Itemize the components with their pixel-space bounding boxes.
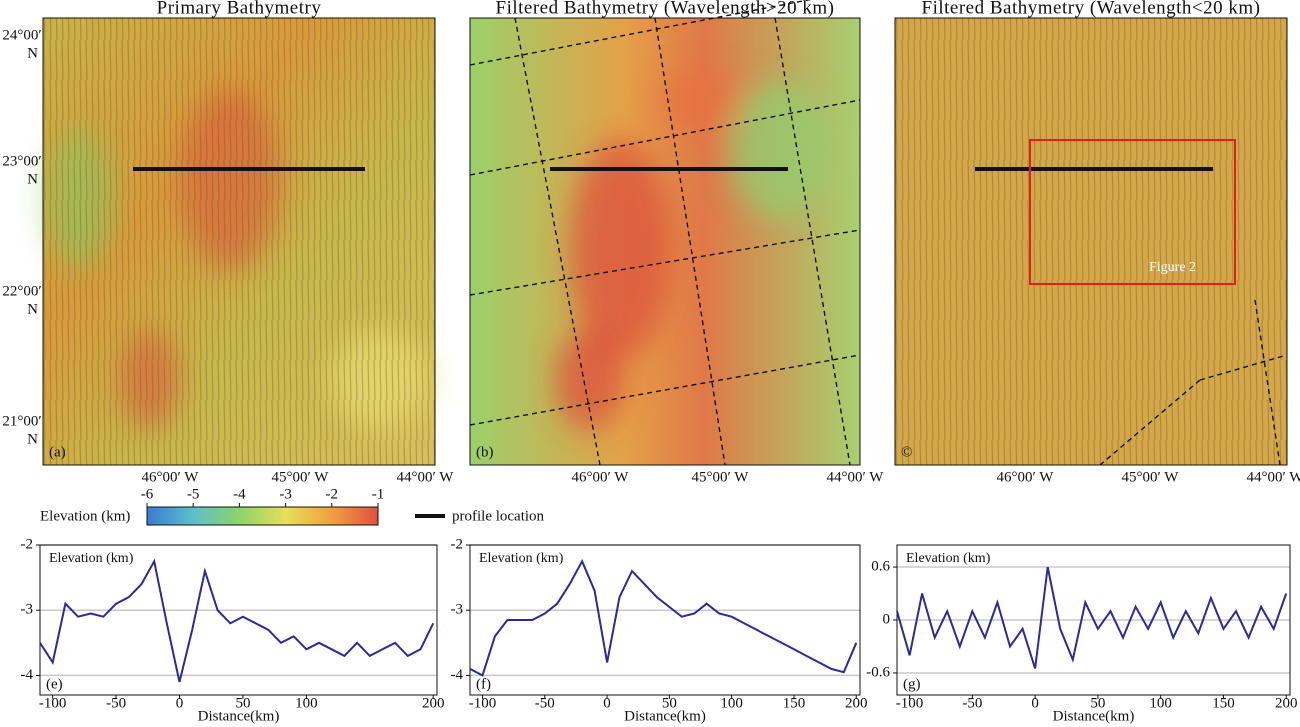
panel-label: (b) bbox=[476, 444, 494, 460]
x-tick-label: 0 bbox=[603, 695, 611, 711]
lat-label: 23°00′ bbox=[2, 153, 41, 169]
lon-label: 45°00′ W bbox=[692, 469, 750, 485]
colorbar bbox=[146, 506, 379, 526]
lon-label: 44°00′ W bbox=[827, 469, 885, 485]
panel-label: © bbox=[901, 444, 912, 460]
plot-frame bbox=[896, 544, 1291, 696]
x-tick-label: 200 bbox=[422, 695, 445, 711]
map-title: Filtered Bathymetry (Wavelength<20 km) bbox=[922, 0, 1261, 18]
panel-label: (f) bbox=[476, 676, 491, 692]
x-tick-label: 50 bbox=[1090, 695, 1105, 711]
lon-label: 46°00′ W bbox=[997, 469, 1055, 485]
lon-label: 46°00′ W bbox=[142, 469, 200, 485]
colorbar-label: Elevation (km) bbox=[40, 508, 130, 524]
inset-box bbox=[1029, 139, 1236, 285]
lat-hemisphere: N bbox=[27, 431, 38, 447]
profile-line bbox=[39, 558, 435, 683]
panel-label: (a) bbox=[49, 444, 66, 460]
y-tick-label: -0.6 bbox=[866, 664, 890, 680]
colorbar-tick-label: -1 bbox=[372, 486, 385, 502]
map-c bbox=[895, 18, 1288, 466]
x-tick-label: 200 bbox=[1275, 695, 1298, 711]
x-tick-label: 0 bbox=[1031, 695, 1039, 711]
map-a bbox=[43, 18, 435, 465]
map-b bbox=[469, 0, 861, 466]
y-tick-label: -4 bbox=[451, 667, 464, 683]
x-tick-label: 100 bbox=[1149, 695, 1172, 711]
lat-hemisphere: N bbox=[27, 301, 38, 317]
y-axis-label: Elevation (km) bbox=[906, 551, 991, 566]
panel-label: (e) bbox=[46, 676, 63, 692]
y-tick-label: -2 bbox=[21, 536, 34, 552]
y-tick-label: -3 bbox=[21, 602, 34, 618]
lon-label: 44°00′ W bbox=[1247, 469, 1300, 485]
x-tick-label: -100 bbox=[896, 695, 924, 711]
colorbar-tick-label: -4 bbox=[233, 486, 246, 502]
y-axis-label: Elevation (km) bbox=[49, 551, 134, 566]
x-tick-label: 150 bbox=[1212, 695, 1235, 711]
lon-label: 44°00′ W bbox=[397, 469, 455, 485]
legend-label: profile location bbox=[452, 508, 545, 524]
frame bbox=[894, 17, 1288, 466]
x-axis-label: Distance(km) bbox=[198, 708, 280, 724]
frame bbox=[469, 17, 861, 466]
map-title: Filtered Bathymetry (Wavelength>20 km) bbox=[496, 0, 835, 18]
y-axis-label: Elevation (km) bbox=[479, 551, 564, 566]
x-tick-label: 100 bbox=[720, 695, 743, 711]
profile-line bbox=[469, 559, 858, 677]
x-tick-label: 100 bbox=[295, 695, 318, 711]
y-tick-label: -3 bbox=[451, 602, 464, 618]
x-tick-label: -100 bbox=[469, 695, 497, 711]
colorbar-tick-label: -5 bbox=[187, 486, 200, 502]
profile-line bbox=[896, 566, 1288, 669]
x-axis-label: Distance(km) bbox=[1053, 708, 1135, 724]
panel-label: (g) bbox=[903, 676, 921, 692]
lat-hemisphere: N bbox=[27, 171, 38, 187]
x-tick-label: -50 bbox=[962, 695, 982, 711]
x-tick-label: 0 bbox=[176, 695, 184, 711]
x-tick-label: 50 bbox=[235, 695, 250, 711]
x-tick-label: -100 bbox=[39, 695, 67, 711]
inset-label: Figure 2 bbox=[1149, 260, 1196, 275]
lat-label: 22°00′ bbox=[2, 283, 41, 299]
plot-frame bbox=[39, 544, 438, 696]
y-tick-label: -4 bbox=[21, 667, 34, 683]
lat-label: 21°00′ bbox=[2, 413, 41, 429]
x-tick-label: 150 bbox=[783, 695, 806, 711]
map-title: Primary Bathymetry bbox=[157, 0, 322, 18]
x-tick-label: -50 bbox=[106, 695, 126, 711]
colorbar-tick-label: -2 bbox=[326, 486, 339, 502]
y-tick-label: 0.6 bbox=[871, 558, 890, 574]
lon-label: 46°00′ W bbox=[572, 469, 630, 485]
lon-label: 45°00′ W bbox=[1122, 469, 1180, 485]
lat-label: 24°00′ bbox=[2, 27, 41, 43]
x-tick-label: 50 bbox=[662, 695, 677, 711]
y-tick-label: 0 bbox=[883, 611, 891, 627]
plot-frame bbox=[469, 544, 861, 696]
lon-label: 45°00′ W bbox=[272, 469, 330, 485]
x-tick-label: -50 bbox=[535, 695, 555, 711]
colorbar-tick-label: -3 bbox=[279, 486, 292, 502]
lat-hemisphere: N bbox=[27, 45, 38, 61]
colorbar-tick-label: -6 bbox=[141, 486, 154, 502]
y-tick-label: -2 bbox=[451, 536, 464, 552]
frame bbox=[42, 17, 436, 466]
x-axis-label: Distance(km) bbox=[624, 708, 706, 724]
x-tick-label: 200 bbox=[845, 695, 868, 711]
